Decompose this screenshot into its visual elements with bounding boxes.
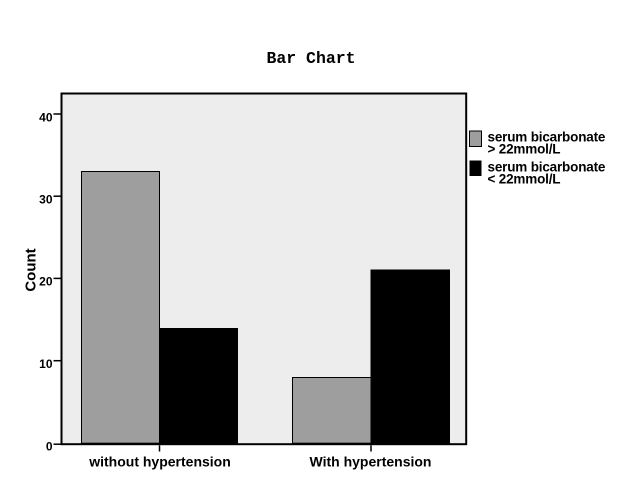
svg-text:serum bicarbonate: serum bicarbonate (488, 160, 606, 175)
svg-text:> 22mmol/L: > 22mmol/L (488, 142, 561, 157)
svg-text:without hypertension: without hypertension (88, 454, 231, 470)
svg-text:With hypertension: With hypertension (310, 454, 432, 470)
svg-text:serum bicarbonate: serum bicarbonate (488, 130, 606, 145)
svg-text:Bar Chart: Bar Chart (266, 49, 355, 68)
svg-text:30: 30 (39, 193, 53, 207)
svg-text:< 22mmol/L: < 22mmol/L (488, 172, 561, 187)
svg-text:40: 40 (39, 110, 53, 124)
svg-text:Count: Count (23, 248, 40, 291)
svg-text:10: 10 (39, 357, 53, 371)
svg-text:0: 0 (46, 440, 53, 454)
svg-text:20: 20 (39, 275, 53, 289)
